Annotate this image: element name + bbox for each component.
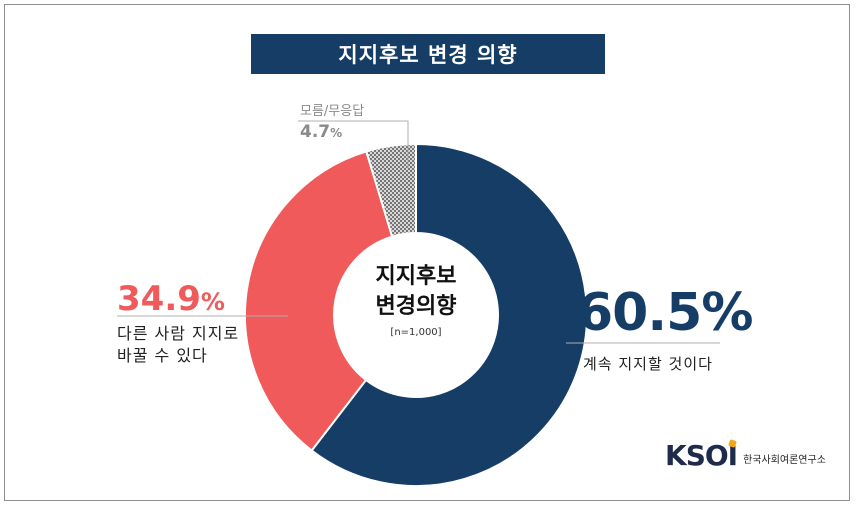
slice-change xyxy=(244,150,394,452)
label-change: 다른 사람 지지로 바꿀 수 있다 xyxy=(117,323,239,367)
chart-title: 지지후보 변경 의향 xyxy=(251,34,605,74)
logo-mark: KSOI xyxy=(665,438,738,472)
value-change: 34.9% xyxy=(117,279,225,319)
center-title-line1: 지지후보 xyxy=(375,264,457,289)
chart-title-text: 지지후보 변경 의향 xyxy=(338,43,518,67)
center-title: 지지후보 변경의향 xyxy=(340,262,492,322)
label-unknown: 모름/무응답 xyxy=(300,104,365,119)
value-unknown: 4.7% xyxy=(300,122,342,142)
ksoi-logo: KSOI 한국사회여론연구소 xyxy=(665,438,826,472)
leader-line-unknown xyxy=(298,120,409,168)
value-unknown-number: 4.7 xyxy=(300,122,331,142)
label-keep: 계속 지지할 것이다 xyxy=(583,355,713,373)
value-unknown-unit: % xyxy=(330,126,343,140)
logo-mark-text: KSOI xyxy=(665,438,738,472)
label-change-line2: 바꿀 수 있다 xyxy=(117,346,208,365)
center-title-line2: 변경의향 xyxy=(375,294,457,319)
value-keep-unit: % xyxy=(701,283,753,343)
slice-unknown xyxy=(365,142,417,238)
value-keep: 60.5% xyxy=(577,283,753,343)
label-change-line1: 다른 사람 지지로 xyxy=(117,324,240,343)
logo-text: 한국사회여론연구소 xyxy=(743,454,826,466)
slice-keep xyxy=(310,142,588,487)
value-change-number: 34.9 xyxy=(117,279,201,319)
value-keep-number: 60.5 xyxy=(577,283,702,343)
value-change-unit: % xyxy=(200,288,225,316)
sample-size-note: [n=1,000] xyxy=(390,327,442,338)
